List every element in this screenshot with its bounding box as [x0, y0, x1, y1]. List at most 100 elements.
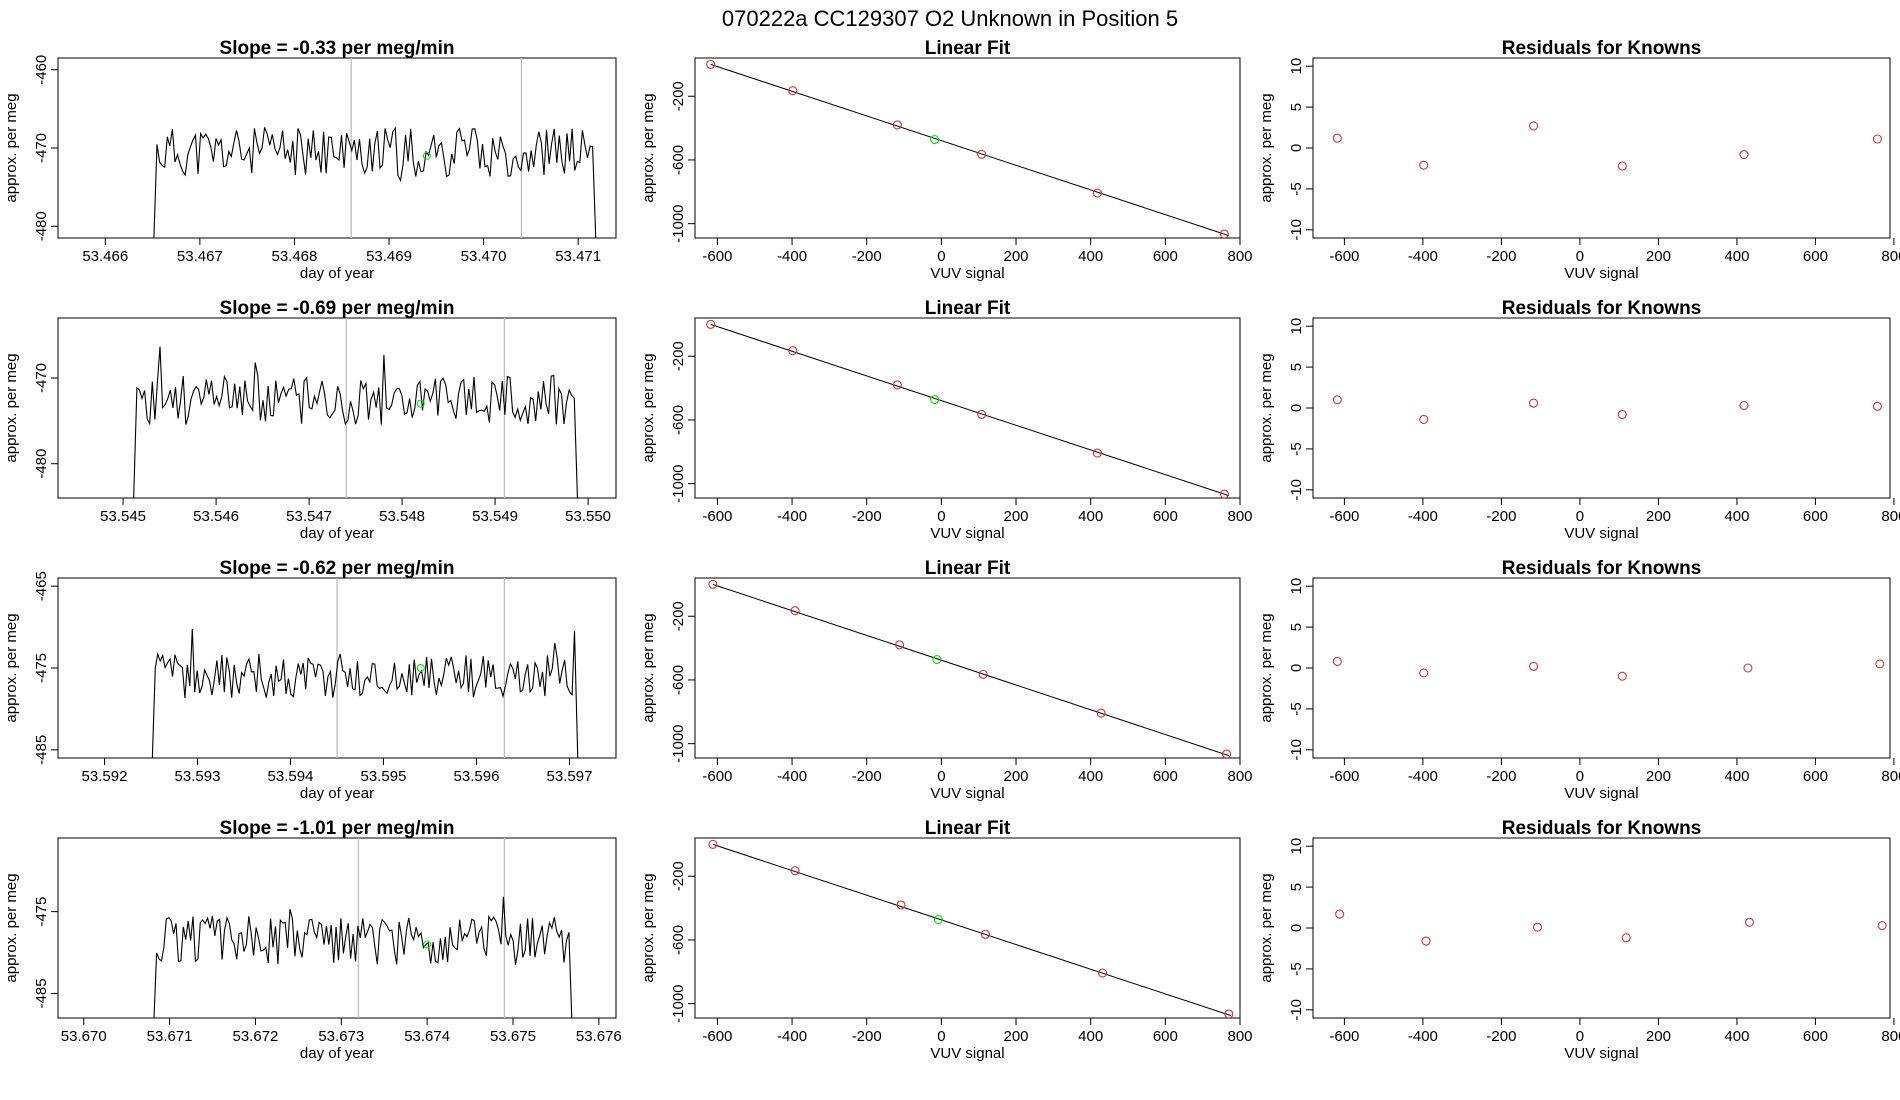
- x-tick-label: 400: [1078, 1028, 1103, 1045]
- x-tick-label: -600: [1329, 768, 1359, 785]
- x-tick-label: -400: [1408, 1028, 1438, 1045]
- x-tick-label: 0: [937, 768, 945, 785]
- data-layer: [1332, 395, 1882, 425]
- x-tick-label: 53.593: [175, 768, 221, 785]
- residual-point: [1529, 121, 1539, 131]
- x-tick-label: 600: [1803, 1028, 1828, 1045]
- y-tick-label: -10: [1288, 739, 1305, 761]
- x-tick-label: 53.596: [454, 768, 500, 785]
- y-tick-label: 5: [1288, 103, 1305, 111]
- data-layer: [708, 839, 1234, 1018]
- y-tick-label: -1000: [670, 724, 687, 762]
- y-tick-label: 0: [1288, 404, 1305, 412]
- y-axis-label: approx. per meg: [3, 93, 20, 202]
- known-point: [977, 149, 987, 159]
- y-tick-label: -10: [1288, 999, 1305, 1021]
- known-point: [978, 669, 988, 679]
- x-tick-label: -600: [702, 768, 732, 785]
- chart-title: Slope = -0.62 per meg/min: [220, 558, 455, 579]
- data-layer: [706, 319, 1229, 498]
- y-tick-label: -470: [33, 363, 50, 393]
- chart-title: Residuals for Knowns: [1502, 818, 1702, 839]
- y-axis-label: approx. per meg: [1258, 873, 1275, 982]
- chart-title: Linear Fit: [925, 818, 1011, 839]
- x-tick-label: 600: [1803, 248, 1828, 265]
- chart-panel: Residuals for Knowns -600 -400 -200 0 200 400 6…: [1258, 38, 1900, 282]
- x-tick-label: 53.547: [286, 508, 332, 525]
- y-tick-label: -200: [670, 601, 687, 631]
- unknown-point: [932, 655, 942, 665]
- x-tick-label: 200: [1004, 768, 1029, 785]
- y-axis-label: approx. per meg: [640, 873, 657, 982]
- x-tick-label: 53.469: [366, 248, 412, 265]
- x-tick-label: 400: [1724, 248, 1749, 265]
- plot-frame: [1312, 837, 1891, 1019]
- chart-title: Slope = -1.01 per meg/min: [220, 818, 455, 839]
- x-axis-label: VUV signal: [1564, 265, 1638, 282]
- known-point: [895, 640, 905, 650]
- x-tick-label: -200: [1486, 1028, 1516, 1045]
- chart-title: Linear Fit: [925, 558, 1011, 579]
- y-axis-label: approx. per meg: [3, 613, 20, 722]
- data-layer: [1332, 656, 1885, 681]
- residual-point: [1877, 920, 1887, 931]
- x-tick-label: 800: [1227, 248, 1252, 265]
- y-tick-label: -5: [1288, 962, 1305, 975]
- chart-panel: Linear Fit -600 -400 -200 0 200 400 600 800 VUV s…: [640, 38, 1253, 282]
- y-tick-label: 0: [1288, 924, 1305, 932]
- x-tick-label: 53.548: [379, 508, 425, 525]
- residual-point: [1743, 663, 1753, 673]
- x-tick-label: -200: [1486, 508, 1516, 525]
- data-layer: [133, 318, 578, 498]
- residual-point: [1621, 933, 1631, 943]
- x-tick-label: -200: [852, 1028, 882, 1045]
- y-tick-label: -1000: [670, 204, 687, 242]
- series-line: [133, 346, 578, 498]
- chart-title: Residuals for Knowns: [1502, 38, 1702, 59]
- x-axis-label: day of year: [300, 265, 374, 282]
- plot-frame: [1312, 57, 1891, 239]
- x-tick-label: 53.466: [82, 248, 128, 265]
- residual-point: [1529, 398, 1539, 408]
- x-tick-label: 53.675: [490, 1028, 536, 1045]
- fit-line: [712, 583, 1229, 757]
- y-tick-label: -10: [1288, 219, 1305, 241]
- x-tick-label: -400: [1408, 248, 1438, 265]
- chart-panel: Residuals for Knowns -600 -400 -200 0 200 400 6…: [1258, 818, 1900, 1062]
- known-point: [1219, 489, 1229, 498]
- x-tick-label: 800: [1881, 768, 1900, 785]
- plot-frame: [694, 317, 1241, 499]
- residual-point: [1332, 133, 1342, 143]
- data-layer: [1335, 909, 1887, 946]
- x-tick-label: 0: [1576, 1028, 1584, 1045]
- series-line: [153, 896, 573, 1018]
- x-tick-label: 800: [1227, 508, 1252, 525]
- residual-point: [1421, 936, 1431, 946]
- y-tick-label: -465: [33, 571, 50, 601]
- x-tick-label: 53.594: [268, 768, 314, 785]
- x-tick-label: 53.592: [82, 768, 128, 785]
- unknown-point: [930, 395, 940, 405]
- y-tick-label: -200: [670, 81, 687, 111]
- residual-point: [1872, 134, 1882, 144]
- fit-line: [710, 323, 1229, 497]
- y-tick-label: -600: [670, 665, 687, 695]
- y-tick-label: -5: [1288, 702, 1305, 715]
- fit-line: [712, 843, 1232, 1017]
- known-point: [790, 866, 800, 876]
- x-axis-label: VUV signal: [930, 785, 1004, 802]
- x-tick-label: 400: [1724, 508, 1749, 525]
- chart-panel: Linear Fit -600 -400 -200 0 200 400 600 800 VUV s…: [640, 558, 1253, 802]
- y-tick-label: 5: [1288, 883, 1305, 891]
- x-tick-label: -400: [777, 508, 807, 525]
- x-tick-label: 400: [1724, 1028, 1749, 1045]
- unknown-point: [422, 151, 431, 160]
- known-point: [706, 59, 716, 69]
- y-tick-label: -600: [670, 145, 687, 175]
- x-tick-label: -600: [1329, 1028, 1359, 1045]
- chart-panel: Slope = -0.62 per meg/min 53.592 53.593 53.…: [3, 558, 617, 802]
- data-layer: [153, 838, 573, 1018]
- y-tick-label: -600: [670, 405, 687, 435]
- known-point: [980, 929, 990, 939]
